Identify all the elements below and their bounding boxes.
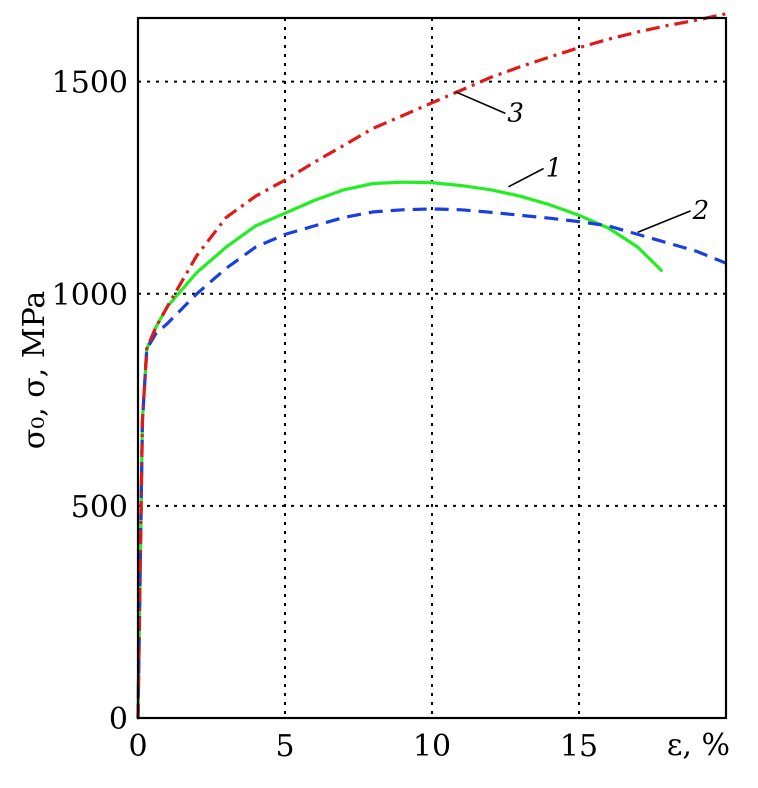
annotation-label: 3: [507, 98, 524, 128]
y-tick-label: 1500: [52, 66, 128, 101]
x-tick-label: 15: [560, 729, 598, 764]
annotation-leader: [455, 91, 506, 115]
x-tick-label: 5: [275, 729, 294, 764]
annotation-leader: [508, 167, 544, 188]
x-tick-label: 10: [413, 729, 451, 764]
series-line-2: [136, 207, 727, 719]
x-axis-label: ε, %: [667, 728, 730, 763]
annotation-label: 2: [692, 196, 710, 226]
y-axis-label: σ₀, σ, MPa: [17, 291, 52, 450]
y-tick-label: 500: [71, 490, 128, 525]
x-tick-label: 0: [128, 729, 147, 764]
plot-frame: [136, 16, 728, 720]
annotation-label: 1: [546, 153, 563, 183]
annotation-leader: [637, 210, 691, 233]
series-line-1: [136, 180, 663, 720]
axis-ticks: 0 5 10 15 0 500 1000 1500: [52, 66, 598, 764]
series-line-3: [136, 12, 727, 719]
grid-lines: [138, 18, 726, 718]
y-tick-label: 1000: [52, 278, 128, 313]
annotations: 1 2 3: [455, 91, 710, 233]
series-lines: [136, 12, 727, 720]
y-tick-label: 0: [109, 702, 128, 737]
